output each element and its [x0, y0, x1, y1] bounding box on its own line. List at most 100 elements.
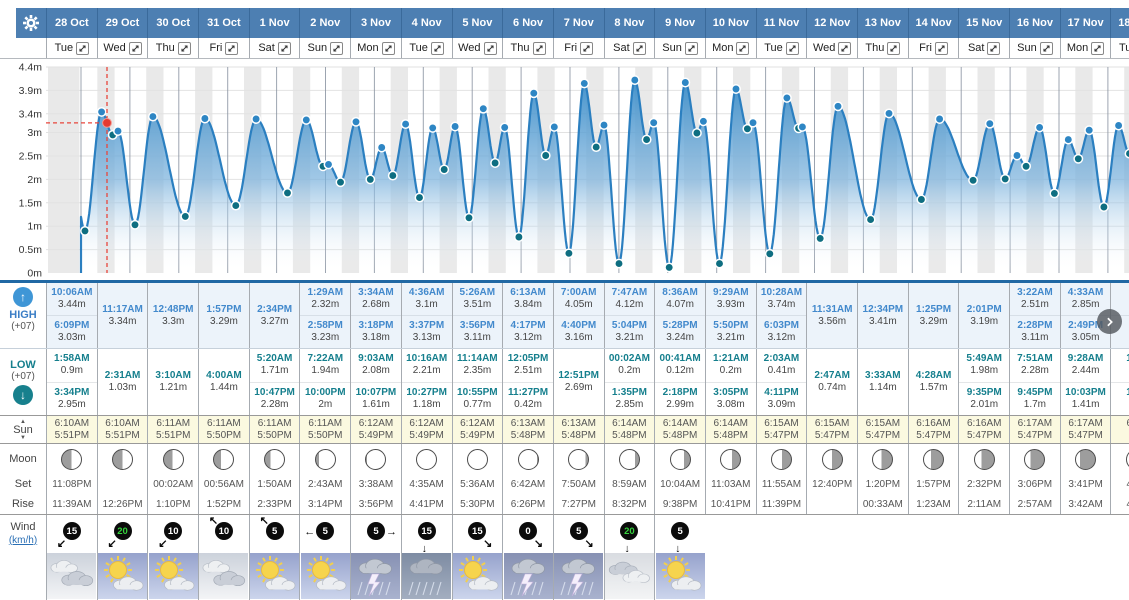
date-header-cell[interactable]: 29 Oct — [96, 8, 148, 38]
expand-day-button[interactable] — [532, 41, 546, 55]
expand-diagonal-icon — [181, 44, 188, 52]
high-dot — [884, 108, 894, 119]
expand-day-button[interactable] — [225, 41, 239, 55]
expand-day-button[interactable] — [987, 41, 1001, 55]
moonset-time-cell: 00:02AM — [147, 474, 198, 494]
date-header-cell[interactable]: 8 Nov — [603, 8, 655, 38]
tide-time: 10:28AM — [760, 287, 803, 298]
svg-text:1.5m: 1.5m — [19, 197, 43, 209]
day-cell: Tue — [46, 38, 97, 58]
date-header-cell[interactable]: 12 Nov — [806, 8, 857, 38]
moonrise-time-cell: 3:56PM — [350, 494, 401, 514]
date-header-cell[interactable]: 2 Nov — [299, 8, 351, 38]
tide-entry: 12:48PM 3.3m — [148, 304, 198, 328]
date-header-cell[interactable]: 10 Nov — [704, 8, 756, 38]
date-label: 15 Nov — [966, 17, 1003, 29]
expand-day-button[interactable] — [1039, 41, 1053, 55]
expand-day-button[interactable] — [934, 41, 948, 55]
tide-time: 5:26AM — [459, 287, 496, 298]
svg-text:3.4m: 3.4m — [19, 108, 43, 120]
low-dot — [464, 212, 474, 223]
tide-height: 3.93m — [716, 299, 745, 310]
date-header-cell[interactable]: 13 Nov — [857, 8, 908, 38]
expand-day-button[interactable] — [736, 41, 750, 55]
date-header-cell[interactable]: 9 Nov — [654, 8, 705, 38]
tide-entry: 8:36AM 4.07m — [655, 283, 705, 315]
expand-day-button[interactable] — [483, 41, 497, 55]
date-header-cell[interactable]: 5 Nov — [451, 8, 503, 38]
tide-time: 3:34AM — [358, 287, 394, 298]
tide-chart[interactable]: 4.4m 3.9m 3.4m 3m 2.5m 2m 1.5m 1m 0.5m 0m — [0, 59, 1129, 283]
expand-day-button[interactable] — [76, 41, 90, 55]
tide-height: 3.21m — [716, 332, 745, 343]
high-tide-cell: 8:36AM 4.07m 5:28PM 3.24m — [654, 283, 705, 348]
expand-day-button[interactable] — [632, 41, 646, 55]
low-tide-cell: 2:47AM 0.74m — [806, 349, 857, 415]
high-tide-cell: 9:29AM 3.93m 5:50PM 3.21m — [704, 283, 756, 348]
sun-times-cell: 6:12AM 5:49PM — [451, 416, 503, 443]
expand-day-button[interactable] — [381, 41, 395, 55]
expand-day-button[interactable] — [887, 41, 901, 55]
low-dot — [230, 200, 241, 211]
date-header-cell[interactable]: 7 Nov — [552, 8, 604, 38]
day-label: Sat — [613, 42, 630, 54]
date-header-cell[interactable]: 14 Nov — [907, 8, 959, 38]
wind-unit-link[interactable]: (km/h) — [8, 534, 38, 546]
date-header-cell[interactable]: 1 Nov — [248, 8, 300, 38]
sun-times-cell: 6:11AM 5:51PM — [147, 416, 199, 443]
moon-phase-cell — [552, 444, 604, 474]
high-dot — [499, 122, 510, 133]
tide-height: 2.95m — [57, 398, 86, 410]
date-label: 31 Oct — [207, 17, 241, 29]
high-dot — [579, 78, 590, 89]
date-header-cell[interactable]: 4 Nov — [400, 8, 452, 38]
expand-day-button[interactable] — [277, 41, 291, 55]
moon-phase-icon — [720, 448, 742, 470]
tide-entry: 4:28AM 1.57m — [909, 370, 959, 394]
sunrise-time: 6:12AM — [409, 417, 444, 429]
sunset-time: 5:48PM — [662, 429, 698, 441]
high-tide-cell: 4:36AM 3.1m 3:37PM 3.13m — [400, 283, 452, 348]
expand-day-button[interactable] — [128, 41, 142, 55]
high-tide-cell: 7:00AM 4.05m 4:40PM 3.16m — [552, 283, 604, 348]
expand-day-button[interactable] — [1091, 41, 1105, 55]
high-tide-cell: 2:01PM 3.19m — [958, 283, 1010, 348]
tide-time: 11:27PM — [508, 386, 549, 398]
expand-day-button[interactable] — [580, 41, 594, 55]
date-header-cell[interactable]: 31 Oct — [198, 8, 249, 38]
moon-phase-cell — [806, 444, 857, 474]
scroll-right-button[interactable] — [1097, 309, 1122, 334]
weather-icon-partly-sunny — [98, 553, 148, 599]
settings-button[interactable] — [16, 8, 46, 38]
header-gear-cell — [0, 8, 46, 38]
date-header-cell[interactable]: 17 Nov — [1059, 8, 1111, 38]
expand-diagonal-icon — [228, 44, 235, 52]
expand-day-button[interactable] — [684, 41, 698, 55]
expand-day-button[interactable] — [177, 41, 191, 55]
moonset-time-cell: 1:57PM — [907, 474, 959, 494]
high-dot — [528, 88, 539, 99]
sunset-time: 5:51PM — [54, 429, 90, 441]
date-header-cell[interactable]: 6 Nov — [502, 8, 553, 38]
expand-day-button[interactable] — [330, 41, 344, 55]
date-header-cell[interactable]: 16 Nov — [1009, 8, 1060, 38]
weather-cell — [147, 552, 198, 600]
expand-day-button[interactable] — [785, 41, 799, 55]
tide-time: 12:05PM — [507, 353, 549, 365]
tide-time: 3:05PM — [713, 386, 749, 398]
wind-cell: ↓ 5 — [654, 515, 705, 552]
low-tide-cell: 11:14AM 2.35m 10:55PM 0.77m — [451, 349, 503, 415]
high-tide-cell: 11:31AM 3.56m — [806, 283, 857, 348]
date-header-cell[interactable]: 3 Nov — [350, 8, 401, 38]
expand-day-button[interactable] — [430, 41, 444, 55]
sun-times-cell: 6:17AM 5:47PM — [1009, 416, 1060, 443]
date-label: 18 Nov — [1118, 17, 1129, 29]
moon-phase-icon — [923, 448, 945, 470]
high-tide-label-cell: ↑ HIGH (+07) — [0, 283, 46, 348]
date-header-cell[interactable]: 11 Nov — [755, 8, 807, 38]
date-header-cell[interactable]: 28 Oct — [46, 8, 97, 38]
date-header-cell[interactable]: 15 Nov — [958, 8, 1010, 38]
date-header-cell[interactable]: 30 Oct — [147, 8, 199, 38]
expand-day-button[interactable] — [838, 41, 852, 55]
date-header-cell[interactable]: 18 Nov — [1110, 8, 1129, 38]
